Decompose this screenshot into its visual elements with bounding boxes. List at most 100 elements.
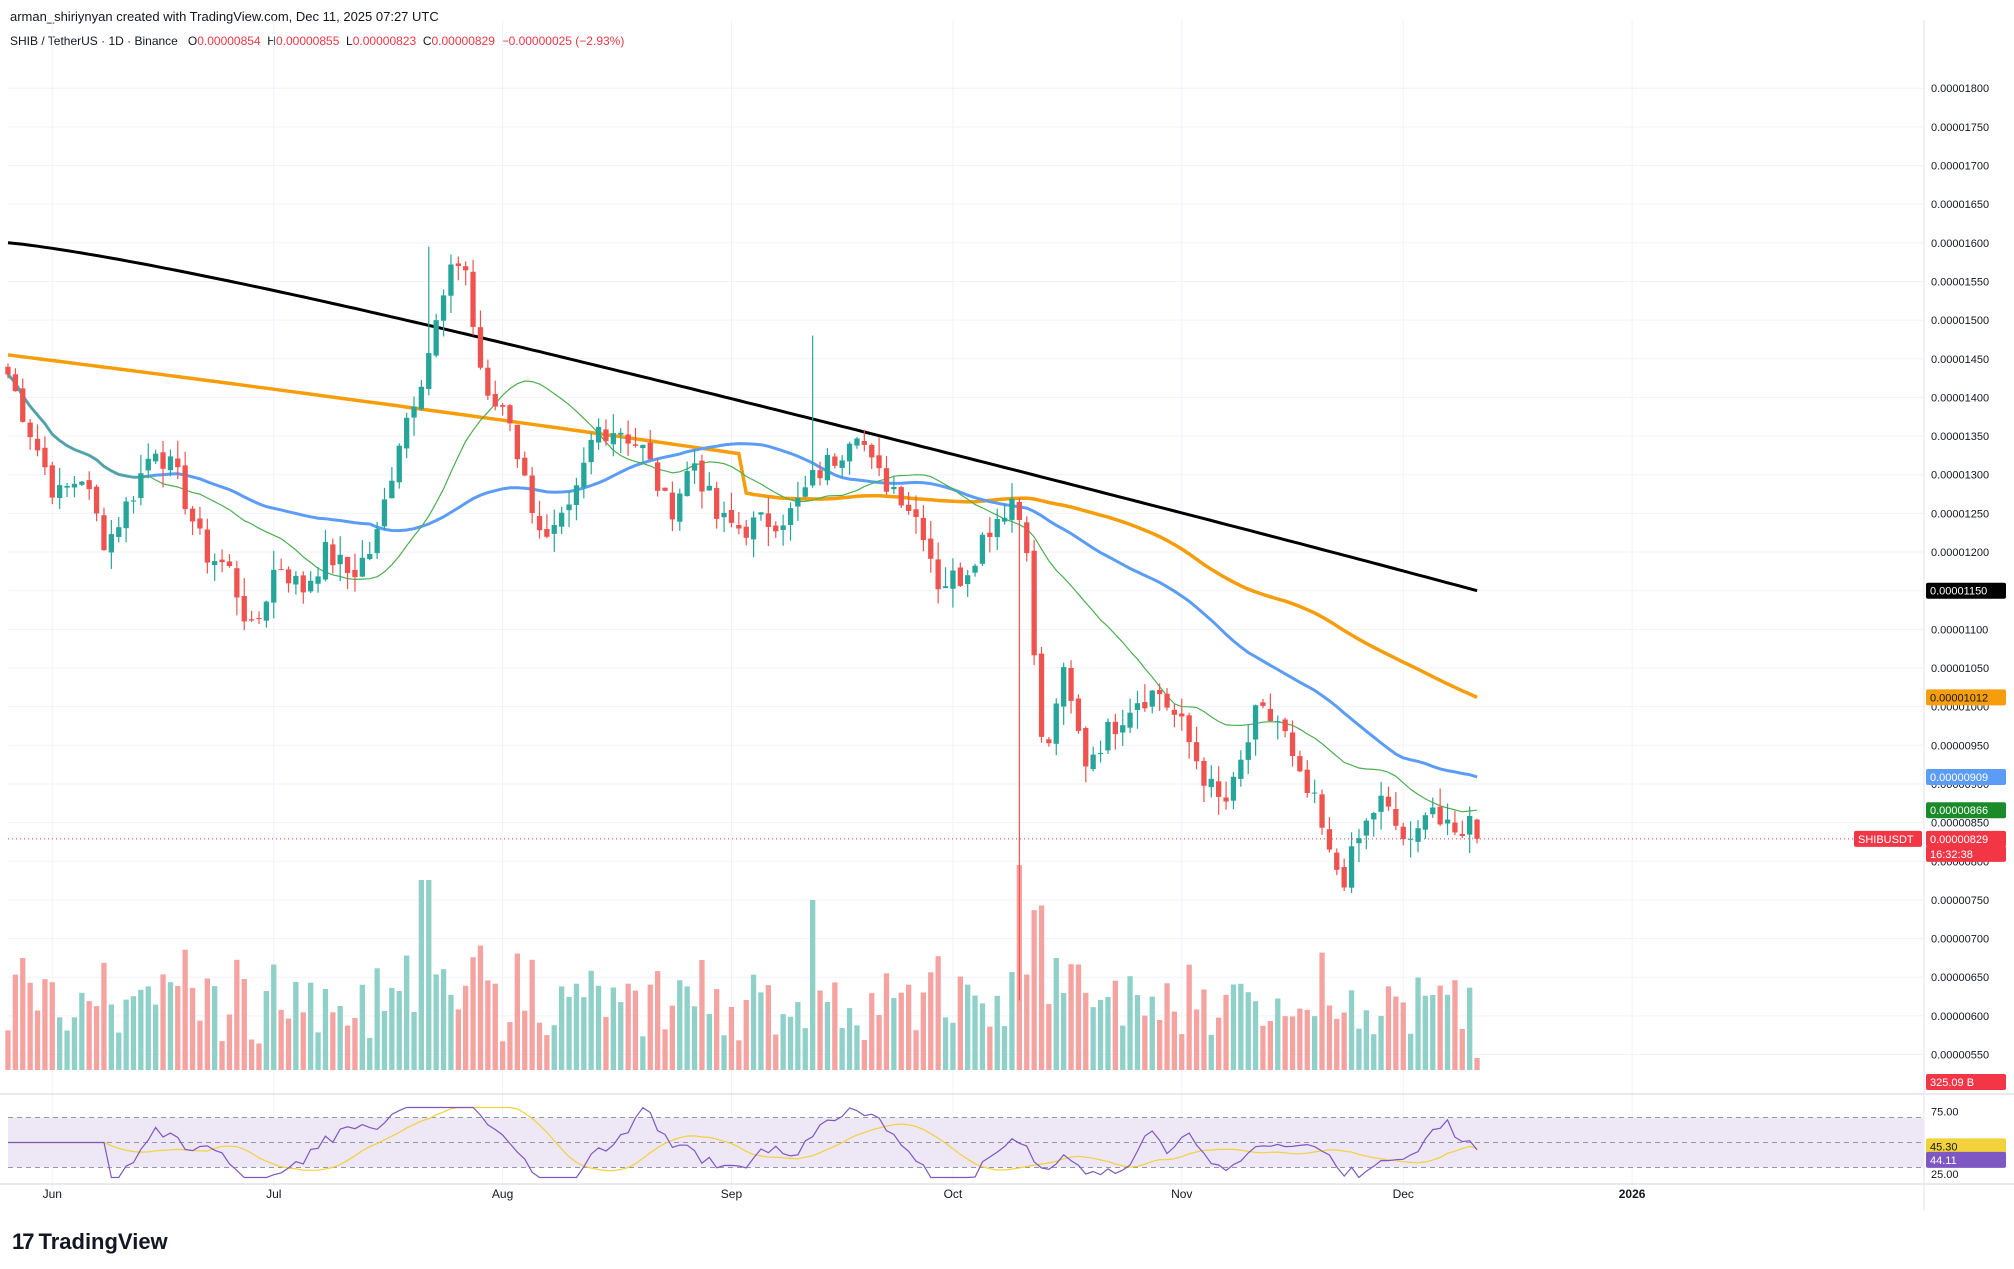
candle-body[interactable] — [271, 569, 277, 603]
candle-body[interactable] — [699, 460, 705, 492]
candle-body[interactable] — [677, 493, 683, 522]
candle-body[interactable] — [839, 460, 845, 468]
candle-body[interactable] — [603, 429, 609, 442]
candle-body[interactable] — [1031, 550, 1037, 656]
candle-body[interactable] — [898, 487, 904, 506]
candle-body[interactable] — [1385, 796, 1392, 807]
tradingview-logo[interactable]: 17 TradingView — [12, 1229, 168, 1255]
candle-body[interactable] — [138, 473, 144, 498]
candle-body[interactable] — [344, 556, 351, 573]
candle-body[interactable] — [640, 444, 646, 449]
candle-body[interactable] — [71, 483, 78, 488]
candle-body[interactable] — [1149, 690, 1155, 707]
candle-body[interactable] — [27, 422, 33, 438]
candle-body[interactable] — [123, 501, 129, 529]
candle-body[interactable] — [226, 561, 233, 567]
candle-body[interactable] — [49, 465, 55, 498]
candle-body[interactable] — [1452, 822, 1458, 833]
candle-body[interactable] — [1348, 846, 1355, 888]
candle-body[interactable] — [920, 517, 926, 541]
candle-body[interactable] — [285, 569, 292, 584]
candle-body[interactable] — [810, 470, 816, 486]
candle-body[interactable] — [581, 462, 587, 488]
candle-body[interactable] — [1467, 816, 1473, 835]
candle-body[interactable] — [212, 561, 218, 565]
candle-body[interactable] — [965, 575, 971, 585]
candle-body[interactable] — [492, 394, 498, 407]
candle-body[interactable] — [551, 525, 557, 534]
candle-body[interactable] — [64, 485, 70, 488]
candle-body[interactable] — [1474, 819, 1480, 839]
candle-body[interactable] — [337, 554, 343, 565]
candle-body[interactable] — [994, 519, 1000, 538]
candle-body[interactable] — [116, 527, 122, 537]
candle-body[interactable] — [573, 485, 580, 505]
candle-body[interactable] — [234, 568, 240, 598]
candle-body[interactable] — [1289, 732, 1296, 756]
candle-body[interactable] — [1127, 712, 1133, 728]
candle-body[interactable] — [1016, 501, 1022, 520]
candle-body[interactable] — [1400, 826, 1406, 839]
candle-body[interactable] — [957, 567, 963, 586]
candle-body[interactable] — [979, 534, 986, 564]
candle-body[interactable] — [1053, 703, 1059, 744]
candle-body[interactable] — [359, 557, 365, 577]
candle-body[interactable] — [1437, 806, 1443, 825]
candle-body[interactable] — [256, 618, 262, 620]
candle-body[interactable] — [906, 504, 912, 511]
candle-body[interactable] — [1356, 838, 1362, 844]
candle-body[interactable] — [1061, 667, 1067, 707]
candle-body[interactable] — [1319, 794, 1325, 828]
candle-body[interactable] — [1444, 819, 1451, 824]
candle-body[interactable] — [20, 388, 26, 422]
candle-body[interactable] — [389, 480, 395, 499]
candle-body[interactable] — [1363, 820, 1369, 836]
candle-body[interactable] — [204, 529, 210, 563]
candle-body[interactable] — [1193, 742, 1200, 762]
candle-body[interactable] — [418, 386, 424, 410]
candle-body[interactable] — [308, 580, 314, 592]
candle-body[interactable] — [1260, 702, 1266, 706]
candle-body[interactable] — [145, 458, 151, 471]
candle-body[interactable] — [1009, 498, 1015, 520]
candle-body[interactable] — [241, 596, 247, 622]
candle-body[interactable] — [396, 445, 402, 483]
candle-body[interactable] — [330, 544, 336, 566]
candle-body[interactable] — [987, 532, 993, 537]
candle-body[interactable] — [765, 513, 771, 527]
candle-body[interactable] — [1083, 728, 1089, 767]
candle-body[interactable] — [485, 367, 491, 396]
candle-body[interactable] — [935, 559, 941, 590]
candle-body[interactable] — [950, 570, 956, 589]
candle-body[interactable] — [189, 508, 196, 522]
candle-body[interactable] — [1378, 795, 1384, 812]
candle-body[interactable] — [1120, 725, 1126, 733]
candle-body[interactable] — [219, 559, 225, 563]
candle-body[interactable] — [721, 512, 727, 518]
candle-body[interactable] — [647, 442, 653, 460]
candle-body[interactable] — [758, 512, 764, 515]
candle-body[interactable] — [1422, 815, 1428, 830]
candle-body[interactable] — [130, 500, 137, 502]
candle-body[interactable] — [455, 263, 461, 266]
candle-body[interactable] — [625, 434, 631, 444]
candle-body[interactable] — [315, 576, 321, 584]
candle-body[interactable] — [802, 487, 808, 497]
candle-body[interactable] — [728, 510, 735, 523]
candle-body[interactable] — [1408, 838, 1414, 840]
candle-body[interactable] — [1371, 813, 1377, 820]
candle-body[interactable] — [1334, 852, 1340, 870]
candle-body[interactable] — [846, 443, 853, 462]
candle-body[interactable] — [632, 444, 639, 446]
candle-body[interactable] — [669, 492, 675, 520]
candle-body[interactable] — [861, 441, 867, 445]
candle-body[interactable] — [1201, 760, 1207, 786]
candle-body[interactable] — [1090, 754, 1096, 770]
candle-body[interactable] — [618, 432, 624, 435]
candle-body[interactable] — [507, 405, 513, 424]
candle-body[interactable] — [1179, 713, 1185, 717]
candle-body[interactable] — [1038, 653, 1045, 737]
candle-body[interactable] — [1245, 742, 1251, 760]
candle-body[interactable] — [595, 426, 602, 443]
